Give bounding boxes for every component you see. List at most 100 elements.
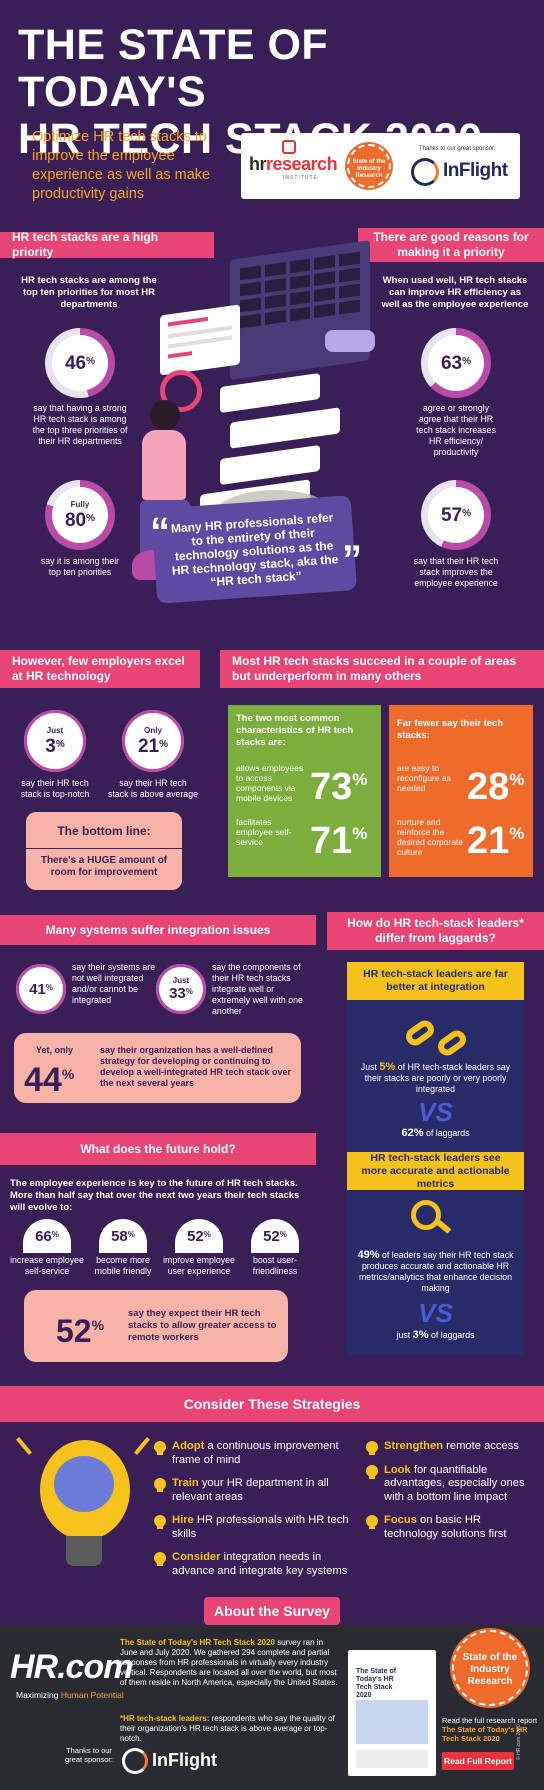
future-lead: The employee experience is key to the fu… [10,1178,300,1213]
strategy-focus: Focus on basic HR technology solutions f… [366,1514,532,1541]
remote-value: 52% [56,1313,105,1349]
person-head-illustration [150,400,180,430]
person-body-illustration [142,430,186,500]
integration-header: Many systems suffer integration issues [0,915,316,945]
hrcom-tagline: Maximizing Human Potential [16,1690,124,1700]
green-1-value: 73% [310,766,368,808]
report-cover[interactable]: The State of Today's HR Tech Stack 2020 [348,1650,436,1776]
future-item-4-text: boost user-friendliness [252,1255,298,1276]
orange-title: Far fewer say their tech stacks: [397,718,504,741]
close-quote-icon: ” [342,538,362,582]
future-items: 66% increase employee self-service 58% b… [10,1219,312,1299]
stat-41-circle: 41% [16,964,66,1014]
strategies-header: Consider These Strategies [0,1386,544,1422]
few-excel-header: However, few employers excel at HR techn… [0,650,200,688]
lightbulb-icon [154,1441,166,1455]
inflight-footer-icon [122,1748,148,1774]
future-item-4-value: 52% [251,1219,299,1253]
stat-80-text: say it is among their top ten priorities [40,556,120,577]
report-cover-image [356,1700,428,1744]
lightbulb-icon [366,1441,378,1455]
future-item-1-text: increase employee self-service [10,1255,84,1276]
leaders-box2-text: 49% of leaders say their HR tech stack p… [357,1249,514,1294]
stat-57-ring: 57% [421,480,491,550]
target-icon [160,370,202,412]
stat-44-text: say their organization has a well-define… [100,1045,292,1088]
strategy-consider: Consider integration needs in advance an… [154,1551,350,1578]
common-characteristics-box: The two most common characteristics of H… [228,705,381,877]
inflight-logo-icon [411,158,439,186]
vs-1: VS [418,1097,453,1127]
copyright: © HR.com 2020 [516,1724,522,1760]
stat-63-text: agree or strongly agree that their HR te… [416,403,496,457]
future-item-1-value: 66% [23,1219,71,1253]
chat-bubble-icon [325,330,375,352]
leaders-box1-text: Just 5% of HR tech-stack leaders say the… [360,1061,511,1095]
inflight-footer-logo: InFlight [152,1750,217,1770]
future-header: What does the future hold? [0,1133,316,1165]
strategy-hire: Hire HR professionals with HR tech skill… [154,1514,350,1541]
lightbulb-icon [154,1552,166,1566]
orange-2-value: 21% [467,820,525,862]
lightbulb-icon [154,1515,166,1529]
stat-44-box: Yet, only 44% say their organization has… [14,1033,301,1103]
leaders-box2-title: HR tech-stack leaders see more accurate … [347,1152,524,1190]
green-2-text: facilitates employee self-service [236,817,292,847]
stat-63-ring: 63% [421,328,491,398]
future-item-2-value: 58% [99,1219,147,1253]
leaders-box1-laggards: 62% of laggards [401,1127,470,1139]
orange-2-text: nurture and reinforce the desired corpor… [397,817,464,857]
leaders-box2-laggards: just 3% of laggards [396,1329,475,1341]
green-2-value: 71% [310,820,368,862]
hrcom-logo: HR.com [10,1648,133,1686]
stat-3-circle: Just 3% [24,710,86,772]
stat-33-text: say the components of their HR tech stac… [212,962,303,1016]
stat-44-pre: Yet, only [36,1045,74,1055]
stat-21-text: say their HR tech stack is above average [108,778,198,799]
remote-box: 52% say they expect their HR tech stacks… [24,1290,288,1362]
profile-card-2-illustration [230,407,340,449]
priority-header: HR tech stacks are a high priority [0,230,214,259]
leaders-box1-title: HR tech-stack leaders are far better at … [347,962,524,1000]
reasons-header: There are good reasons for making it a p… [358,228,544,262]
open-quote-icon: “ [150,510,170,554]
dashboard-card-illustration [160,304,240,376]
calendar-grid-illustration [230,240,370,380]
remote-text: say they expect their HR tech stacks to … [128,1308,277,1343]
stat-44-value: 44% [24,1061,75,1099]
lightbulb-icon [366,1515,378,1529]
vs-2: VS [418,1298,453,1328]
strategies-right: Strengthen remote access Look for quanti… [366,1440,532,1541]
intro-text: Optimize HR tech stacks to improve the e… [32,129,211,202]
priority-lead: HR tech stacks are among the top ten pri… [21,275,157,310]
stat-21-circle: Only 21% [122,710,184,772]
hr-tech-stack-quote: Many HR professionals refer to the entir… [150,495,358,604]
industry-research-badge: State of the Industry Research [347,144,391,188]
future-item-3-value: 52% [175,1219,223,1253]
hrresearch-icon [282,140,296,154]
lightbulb-icon [366,1464,378,1479]
stat-57-text: say that their HR tech stack improves th… [413,556,499,588]
future-item-3-text: improve employee user experience [163,1255,235,1276]
magnifier-chart-icon [411,1200,453,1236]
read-full-report-button[interactable]: Read Full Report [442,1752,514,1770]
report-cover-logos [356,1750,428,1768]
lightbulb-icon [154,1478,166,1492]
lightbulb-illustration [16,1436,150,1612]
survey-text: The State of Today's HR Tech Stack 2020 … [120,1638,338,1687]
broken-chain-icon [401,1012,471,1062]
hrresearch-logo: hrresearch [249,154,338,174]
reasons-lead: When used well, HR tech stacks can impro… [381,275,529,310]
stat-41-text: say their systems are not well integrate… [72,962,156,1005]
hrresearch-sub: INSTITUTE [283,175,318,181]
inflight-logo: InFlight [443,160,508,181]
green-1-text: allows employees to access components vi… [236,763,304,803]
leaders-panel: HR tech-stack leaders are far better at … [347,962,524,1355]
read-report-text: Read the full research report The State o… [442,1716,538,1743]
title-line-1: THE STATE OF TODAY'S [18,21,329,116]
stat-33-circle: Just 33% [156,964,206,1014]
stat-80-ring: Fully 80% [45,480,115,550]
orange-1-value: 28% [467,766,525,808]
strategy-adopt: Adopt a continuous improvement frame of … [154,1440,350,1467]
strategy-train: Train your HR department in all relevant… [154,1477,350,1504]
